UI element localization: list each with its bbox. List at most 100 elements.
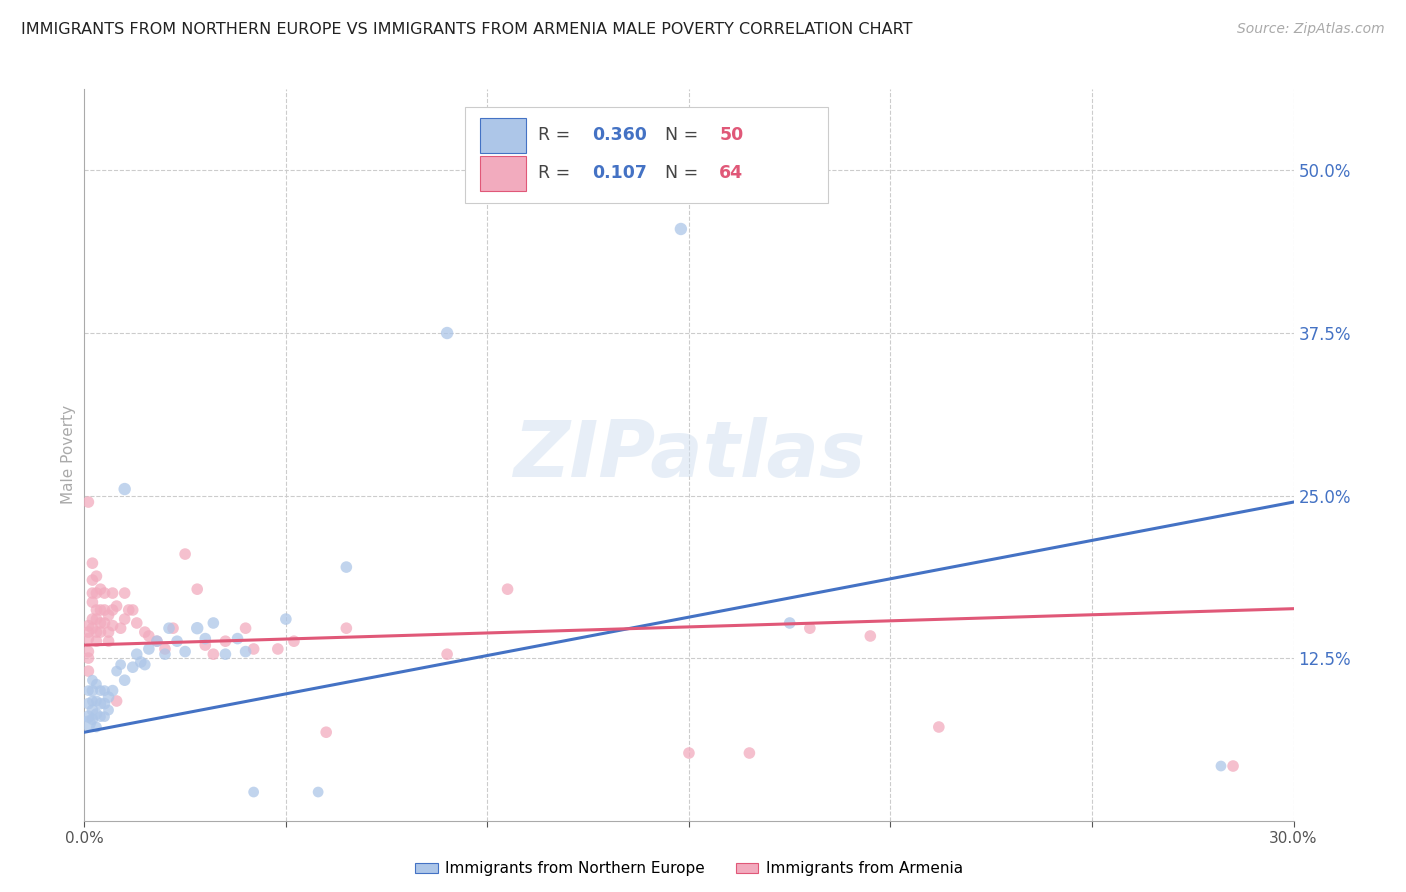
FancyBboxPatch shape	[479, 156, 526, 191]
Point	[97, 690, 120, 705]
Point	[77, 644, 100, 658]
Point	[129, 655, 152, 669]
Point	[82, 703, 104, 717]
Point	[799, 621, 821, 635]
Point	[267, 642, 290, 657]
Point	[134, 657, 156, 672]
Point	[77, 632, 100, 646]
Point	[82, 683, 104, 698]
Point	[669, 222, 692, 236]
Point	[82, 612, 104, 626]
Point	[859, 629, 882, 643]
Point	[335, 621, 357, 635]
Point	[86, 720, 108, 734]
Point	[242, 642, 264, 657]
Point	[166, 634, 188, 648]
Point	[86, 706, 108, 721]
Point	[125, 647, 148, 661]
Point	[77, 495, 100, 509]
Text: 50: 50	[720, 127, 744, 145]
Point	[82, 712, 104, 726]
Point	[125, 615, 148, 630]
Point	[105, 599, 128, 613]
Point	[335, 560, 357, 574]
Point	[283, 634, 305, 648]
Point	[153, 642, 176, 657]
Point	[235, 644, 257, 658]
Text: 0.107: 0.107	[592, 164, 647, 182]
Point	[134, 625, 156, 640]
Point	[153, 647, 176, 661]
Text: 64: 64	[720, 164, 744, 182]
Text: ZIPatlas: ZIPatlas	[513, 417, 865, 493]
Point	[82, 573, 104, 587]
FancyBboxPatch shape	[479, 118, 526, 153]
Point	[226, 632, 249, 646]
Point	[86, 694, 108, 708]
Point	[114, 586, 136, 600]
Point	[77, 683, 100, 698]
Point	[436, 647, 458, 661]
Text: IMMIGRANTS FROM NORTHERN EUROPE VS IMMIGRANTS FROM ARMENIA MALE POVERTY CORRELAT: IMMIGRANTS FROM NORTHERN EUROPE VS IMMIG…	[21, 22, 912, 37]
Point	[146, 634, 169, 648]
Point	[146, 634, 169, 648]
Point	[110, 621, 132, 635]
Point	[93, 615, 115, 630]
Point	[77, 651, 100, 665]
Point	[315, 725, 337, 739]
Text: R =: R =	[538, 127, 581, 145]
Point	[77, 618, 100, 632]
Point	[235, 621, 257, 635]
Point	[110, 657, 132, 672]
Point	[77, 664, 100, 678]
Point	[174, 547, 197, 561]
Point	[1222, 759, 1244, 773]
Point	[77, 716, 100, 731]
Point	[194, 632, 217, 646]
Point	[86, 569, 108, 583]
Point	[114, 612, 136, 626]
Point	[89, 697, 111, 711]
Text: N =: N =	[665, 127, 703, 145]
Point	[101, 586, 124, 600]
Point	[105, 694, 128, 708]
Legend: Immigrants from Northern Europe, Immigrants from Armenia: Immigrants from Northern Europe, Immigra…	[409, 855, 969, 882]
Point	[86, 677, 108, 691]
Point	[436, 326, 458, 340]
Point	[89, 582, 111, 597]
Point	[89, 683, 111, 698]
Point	[186, 621, 208, 635]
Point	[121, 660, 143, 674]
Point	[86, 586, 108, 600]
Point	[89, 625, 111, 640]
Point	[86, 625, 108, 640]
Point	[118, 603, 141, 617]
Point	[82, 694, 104, 708]
Point	[101, 683, 124, 698]
Point	[678, 746, 700, 760]
Point	[82, 586, 104, 600]
Point	[77, 709, 100, 723]
Point	[77, 697, 100, 711]
Point	[114, 673, 136, 688]
Text: R =: R =	[538, 164, 581, 182]
Point	[97, 608, 120, 623]
FancyBboxPatch shape	[465, 108, 828, 202]
Point	[97, 625, 120, 640]
Point	[202, 647, 225, 661]
Point	[89, 603, 111, 617]
Point	[82, 556, 104, 570]
Point	[82, 673, 104, 688]
Point	[97, 634, 120, 648]
Point	[86, 634, 108, 648]
Point	[1209, 759, 1232, 773]
Point	[101, 618, 124, 632]
Y-axis label: Male Poverty: Male Poverty	[60, 405, 76, 505]
Point	[138, 629, 160, 643]
Point	[162, 621, 184, 635]
Point	[738, 746, 761, 760]
Point	[186, 582, 208, 597]
Point	[121, 603, 143, 617]
Point	[93, 586, 115, 600]
Point	[242, 785, 264, 799]
